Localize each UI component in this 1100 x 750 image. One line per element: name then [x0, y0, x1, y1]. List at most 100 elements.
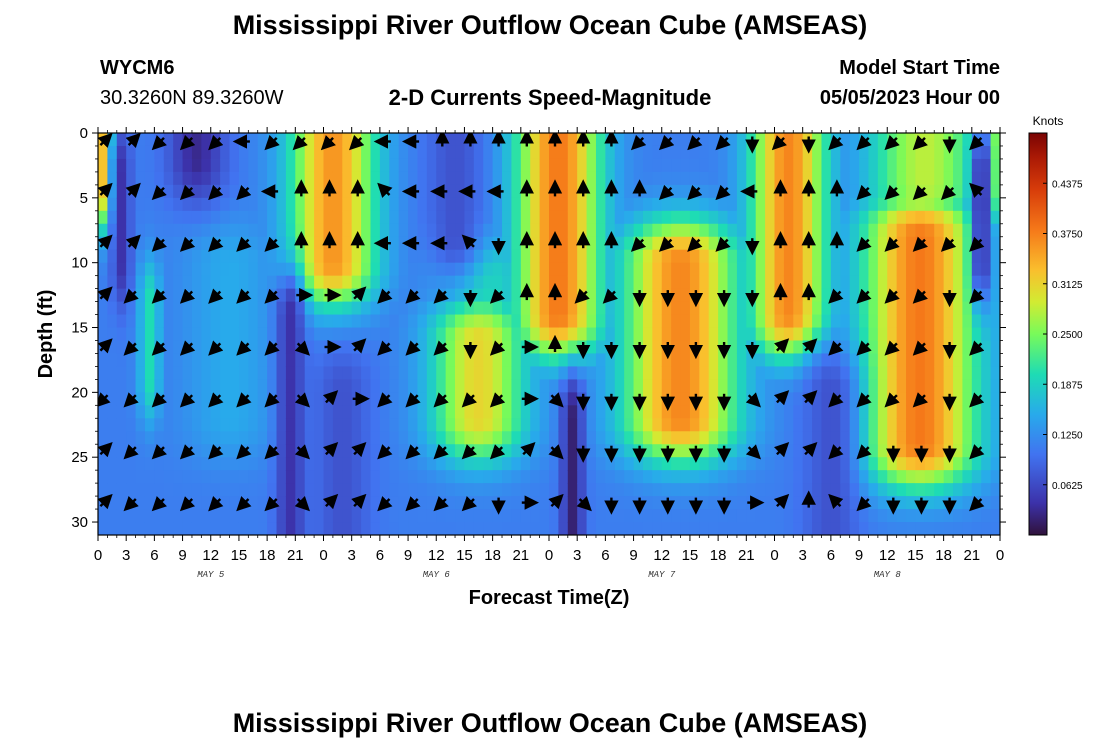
heatmap-cell [887, 431, 898, 445]
heatmap-cell [107, 470, 118, 484]
heatmap-cell [624, 314, 635, 329]
heatmap-cell [163, 171, 174, 186]
heatmap-cell [257, 496, 268, 510]
heatmap-cell [859, 379, 870, 393]
heatmap-cell [934, 340, 945, 355]
heatmap-cell [220, 340, 231, 355]
heatmap-cell [154, 327, 165, 342]
heatmap-cell [445, 327, 456, 342]
heatmap-cell [783, 249, 794, 264]
heatmap-cell [765, 223, 776, 238]
heatmap-cell [389, 145, 400, 160]
heatmap-cell [924, 314, 935, 329]
heatmap-cell [943, 262, 954, 277]
heatmap-cell [285, 340, 296, 355]
heatmap-cell [154, 457, 165, 471]
heatmap-cell [314, 405, 325, 419]
heatmap-cell [821, 470, 832, 484]
heatmap-cell [990, 262, 1000, 277]
heatmap-cell [455, 496, 466, 510]
heatmap-cell [849, 444, 860, 458]
heatmap-cell [483, 158, 494, 173]
heatmap-cell [765, 158, 776, 173]
heatmap-cell [971, 158, 982, 173]
heatmap-cell [605, 366, 616, 380]
heatmap-cell [849, 431, 860, 445]
heatmap-cell [285, 431, 296, 445]
heatmap-cell [332, 171, 343, 186]
heatmap-cell [896, 171, 907, 186]
heatmap-cell [351, 249, 362, 264]
heatmap-cell [558, 457, 569, 471]
heatmap-cell [652, 457, 663, 471]
heatmap-cell [445, 210, 456, 225]
heatmap-cell [173, 210, 184, 225]
heatmap-cell [689, 470, 700, 484]
heatmap-cell [98, 171, 108, 186]
heatmap-cell [238, 366, 249, 380]
heatmap-cell [370, 418, 381, 432]
heatmap-cell [342, 353, 353, 368]
heatmap-cell [502, 262, 513, 277]
heatmap-cell [981, 133, 992, 147]
heatmap-cell [981, 145, 992, 160]
heatmap-cell [877, 197, 888, 212]
heatmap-cell [595, 158, 606, 173]
current-vector-arrow [236, 288, 252, 304]
heatmap-cell [642, 340, 653, 355]
date-label: MAY 8 [874, 570, 902, 580]
heatmap-cell [840, 145, 851, 160]
heatmap-cell [220, 431, 231, 445]
heatmap-cell [661, 158, 672, 173]
heatmap-cell [464, 275, 475, 290]
heatmap-cell [567, 275, 578, 290]
current-vector-arrow [856, 236, 872, 252]
heatmap-cell [567, 327, 578, 342]
heatmap-cell [981, 509, 992, 523]
heatmap-cell [295, 366, 306, 380]
current-vector-arrow [236, 444, 252, 460]
heatmap-cell [943, 379, 954, 393]
heatmap-cell [661, 522, 672, 535]
heatmap-cell [351, 366, 362, 380]
heatmap-cell [520, 210, 531, 225]
heatmap-cell [502, 301, 513, 316]
heatmap-cell [830, 457, 841, 471]
heatmap-cell [652, 171, 663, 186]
heatmap-cell [793, 133, 804, 147]
heatmap-cell [229, 275, 240, 290]
heatmap-cell [191, 223, 202, 238]
heatmap-cell [915, 314, 926, 329]
heatmap-cell [135, 392, 146, 406]
heatmap-cell [783, 301, 794, 316]
heatmap-cell [755, 171, 766, 186]
heatmap-cell [943, 223, 954, 238]
heatmap-cell [116, 483, 127, 497]
heatmap-cell [126, 379, 137, 393]
heatmap-cell [304, 405, 315, 419]
heatmap-cell [163, 301, 174, 316]
heatmap-cell [154, 418, 165, 432]
heatmap-cell [755, 236, 766, 251]
x-tick-label: 6 [150, 547, 158, 564]
heatmap-cell [144, 288, 155, 303]
heatmap-cell [981, 496, 992, 510]
heatmap-cell [924, 223, 935, 238]
heatmap-cell [502, 509, 513, 523]
heatmap-cell [126, 171, 137, 186]
heatmap-cell [144, 314, 155, 329]
heatmap-cell [210, 197, 221, 212]
heatmap-cell [398, 483, 409, 497]
heatmap-cell [417, 314, 428, 329]
heatmap-cell [154, 262, 165, 277]
heatmap-cell [642, 145, 653, 160]
heatmap-cell [276, 340, 287, 355]
heatmap-cell [107, 509, 118, 523]
heatmap-cell [840, 366, 851, 380]
heatmap-cell [332, 275, 343, 290]
heatmap-cell [586, 210, 597, 225]
heatmap-cell [116, 431, 127, 445]
current-vector-arrow [98, 338, 113, 354]
heatmap-cell [821, 197, 832, 212]
